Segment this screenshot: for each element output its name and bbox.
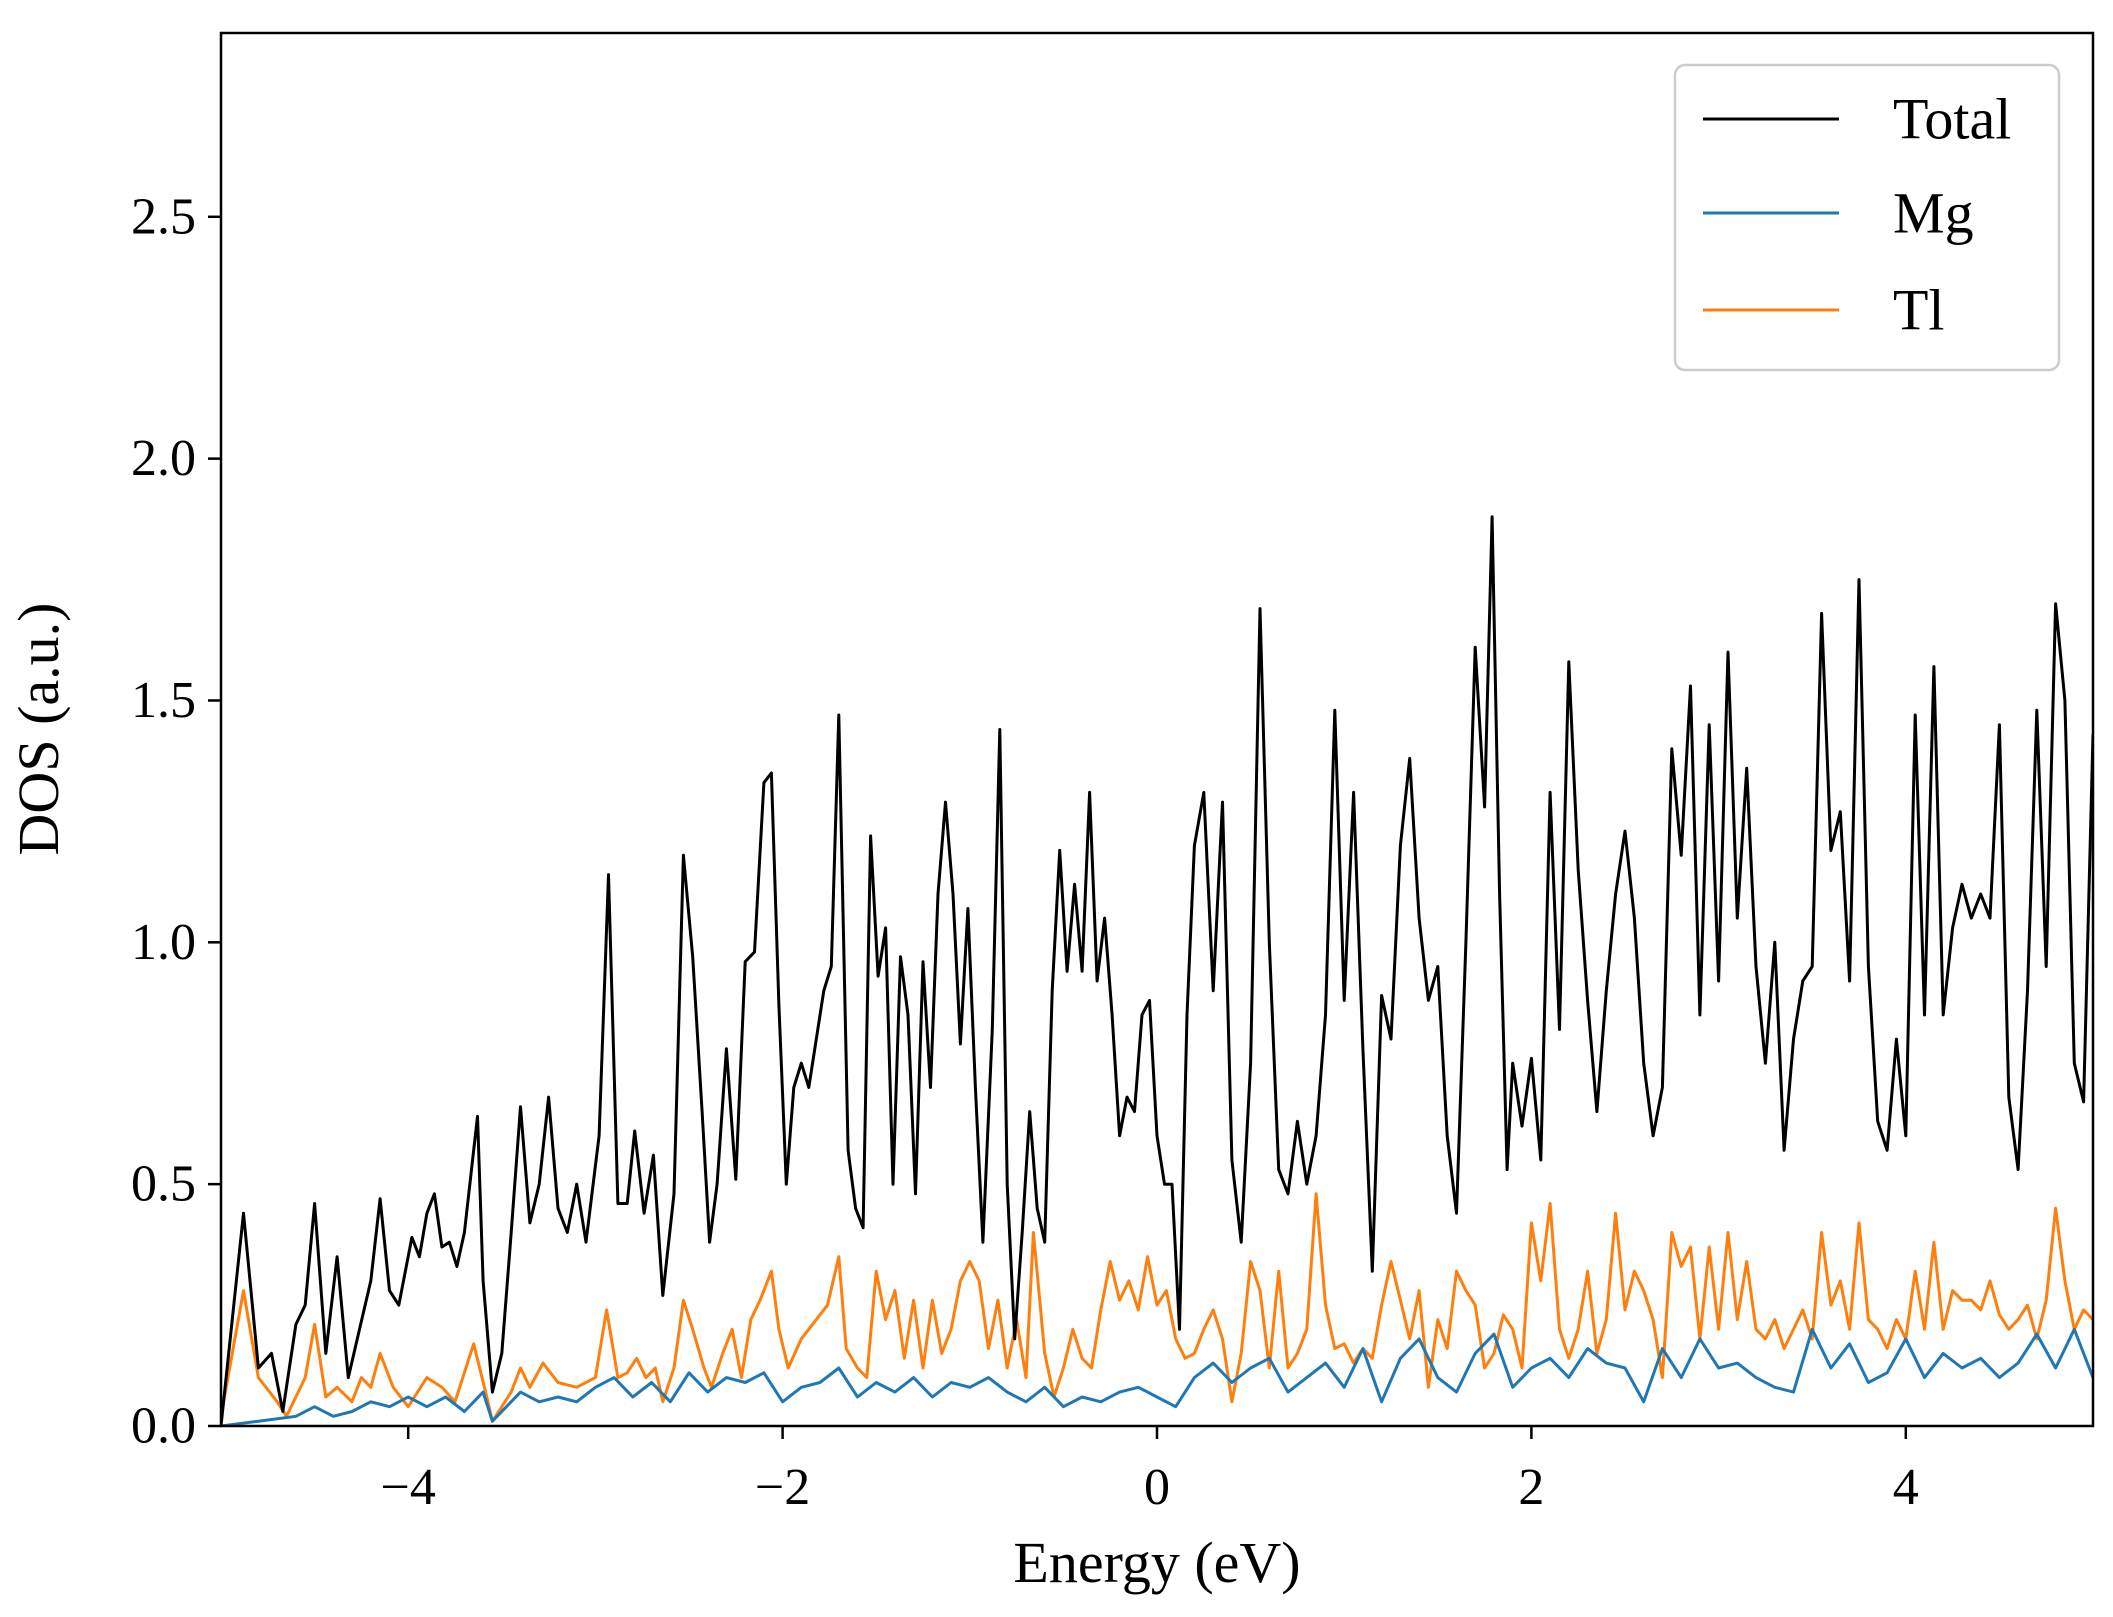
x-tick-label: 0 (1144, 1459, 1170, 1516)
x-tick: −4 (381, 1426, 436, 1516)
series-line-mg (221, 1327, 2093, 1426)
legend-entry-total: Total (1703, 87, 2011, 152)
y-tick: 2.0 (131, 430, 221, 487)
x-tick: 4 (1893, 1426, 1919, 1516)
x-axis: −4 −2 0 2 4 Energy (eV) (381, 1426, 1919, 1595)
y-axis: 0.0 0.5 1.0 1.5 2.0 2.5 DOS (a.u.) (6, 188, 221, 1455)
x-tick: 2 (1518, 1426, 1544, 1516)
y-tick: 0.5 (131, 1156, 221, 1213)
series-line-tl (221, 1192, 2093, 1423)
x-tick-label: 2 (1518, 1459, 1544, 1516)
y-tick-label: 0.0 (131, 1398, 196, 1455)
y-tick-label: 1.5 (131, 672, 196, 729)
x-tick: −2 (755, 1426, 810, 1516)
legend-label-tl: Tl (1893, 278, 1945, 343)
y-tick-label: 2.5 (131, 188, 196, 245)
legend: Total Mg Tl (1673, 63, 2061, 372)
y-tick: 1.5 (131, 672, 221, 729)
x-tick-label: 4 (1893, 1459, 1919, 1516)
legend-entry-mg: Mg (1703, 181, 1974, 246)
plot-series-group (221, 515, 2093, 1426)
y-axis-label: DOS (a.u.) (6, 603, 71, 856)
y-tick-label: 2.0 (131, 430, 196, 487)
legend-label-total: Total (1893, 87, 2011, 152)
x-axis-label: Energy (eV) (1013, 1530, 1300, 1595)
x-tick: 0 (1144, 1426, 1170, 1516)
y-tick-label: 0.5 (131, 1156, 196, 1213)
y-tick-label: 1.0 (131, 914, 196, 971)
y-tick: 0.0 (131, 1398, 221, 1455)
legend-label-mg: Mg (1893, 181, 1974, 246)
x-tick-label: −4 (381, 1459, 436, 1516)
legend-box (1673, 63, 2061, 372)
series-line-total (221, 515, 2093, 1426)
y-tick: 1.0 (131, 914, 221, 971)
x-tick-label: −2 (755, 1459, 810, 1516)
y-tick: 2.5 (131, 188, 221, 245)
legend-entry-tl: Tl (1703, 278, 1945, 343)
